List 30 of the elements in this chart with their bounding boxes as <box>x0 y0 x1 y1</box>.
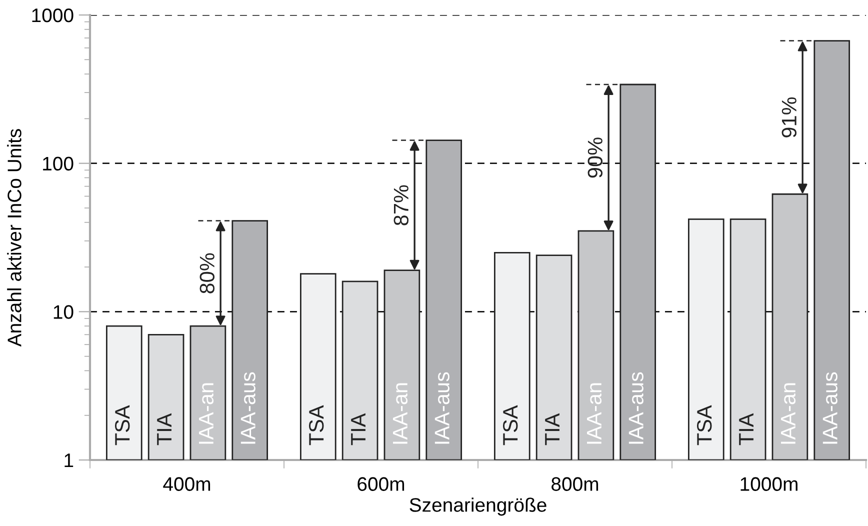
series-label: IAA-aus <box>240 372 256 444</box>
text: TSA <box>308 405 324 446</box>
text: TIA <box>545 413 560 446</box>
y-axis-title: Anzahl aktiver InCo Units <box>7 129 22 347</box>
annotation: 90% <box>588 138 603 178</box>
series-label: IAA-an <box>199 383 214 444</box>
x-tick-label: 1000m <box>740 477 798 491</box>
x-tick-label: 800m <box>552 477 598 491</box>
text: IAA-aus <box>822 372 838 444</box>
x-tick-label: 600m <box>358 477 404 491</box>
annotation: 80% <box>200 253 215 294</box>
annotation: 91% <box>782 97 797 138</box>
series-label: TIA <box>157 413 172 446</box>
x-axis-title: Szenariengröße <box>410 498 546 516</box>
y-tick-label: 10 <box>54 305 74 319</box>
text: TSA <box>502 405 518 446</box>
y-tick-label: 100 <box>43 156 74 171</box>
series-label: TSA <box>114 405 130 446</box>
y-tick-label: 1 <box>64 454 74 468</box>
text: TIA <box>739 413 754 446</box>
x-tick-label: 400m <box>163 477 210 491</box>
text: IAA-an <box>781 383 796 444</box>
text: IAA-an <box>587 383 602 444</box>
text: IAA-aus <box>434 372 450 444</box>
text: TSA <box>696 405 712 446</box>
text: IAA-an <box>393 383 408 444</box>
text: IAA-aus <box>628 372 644 444</box>
y-tick-label: 1000 <box>32 8 74 22</box>
annotation: 87% <box>394 185 409 226</box>
text: TIA <box>351 413 366 446</box>
